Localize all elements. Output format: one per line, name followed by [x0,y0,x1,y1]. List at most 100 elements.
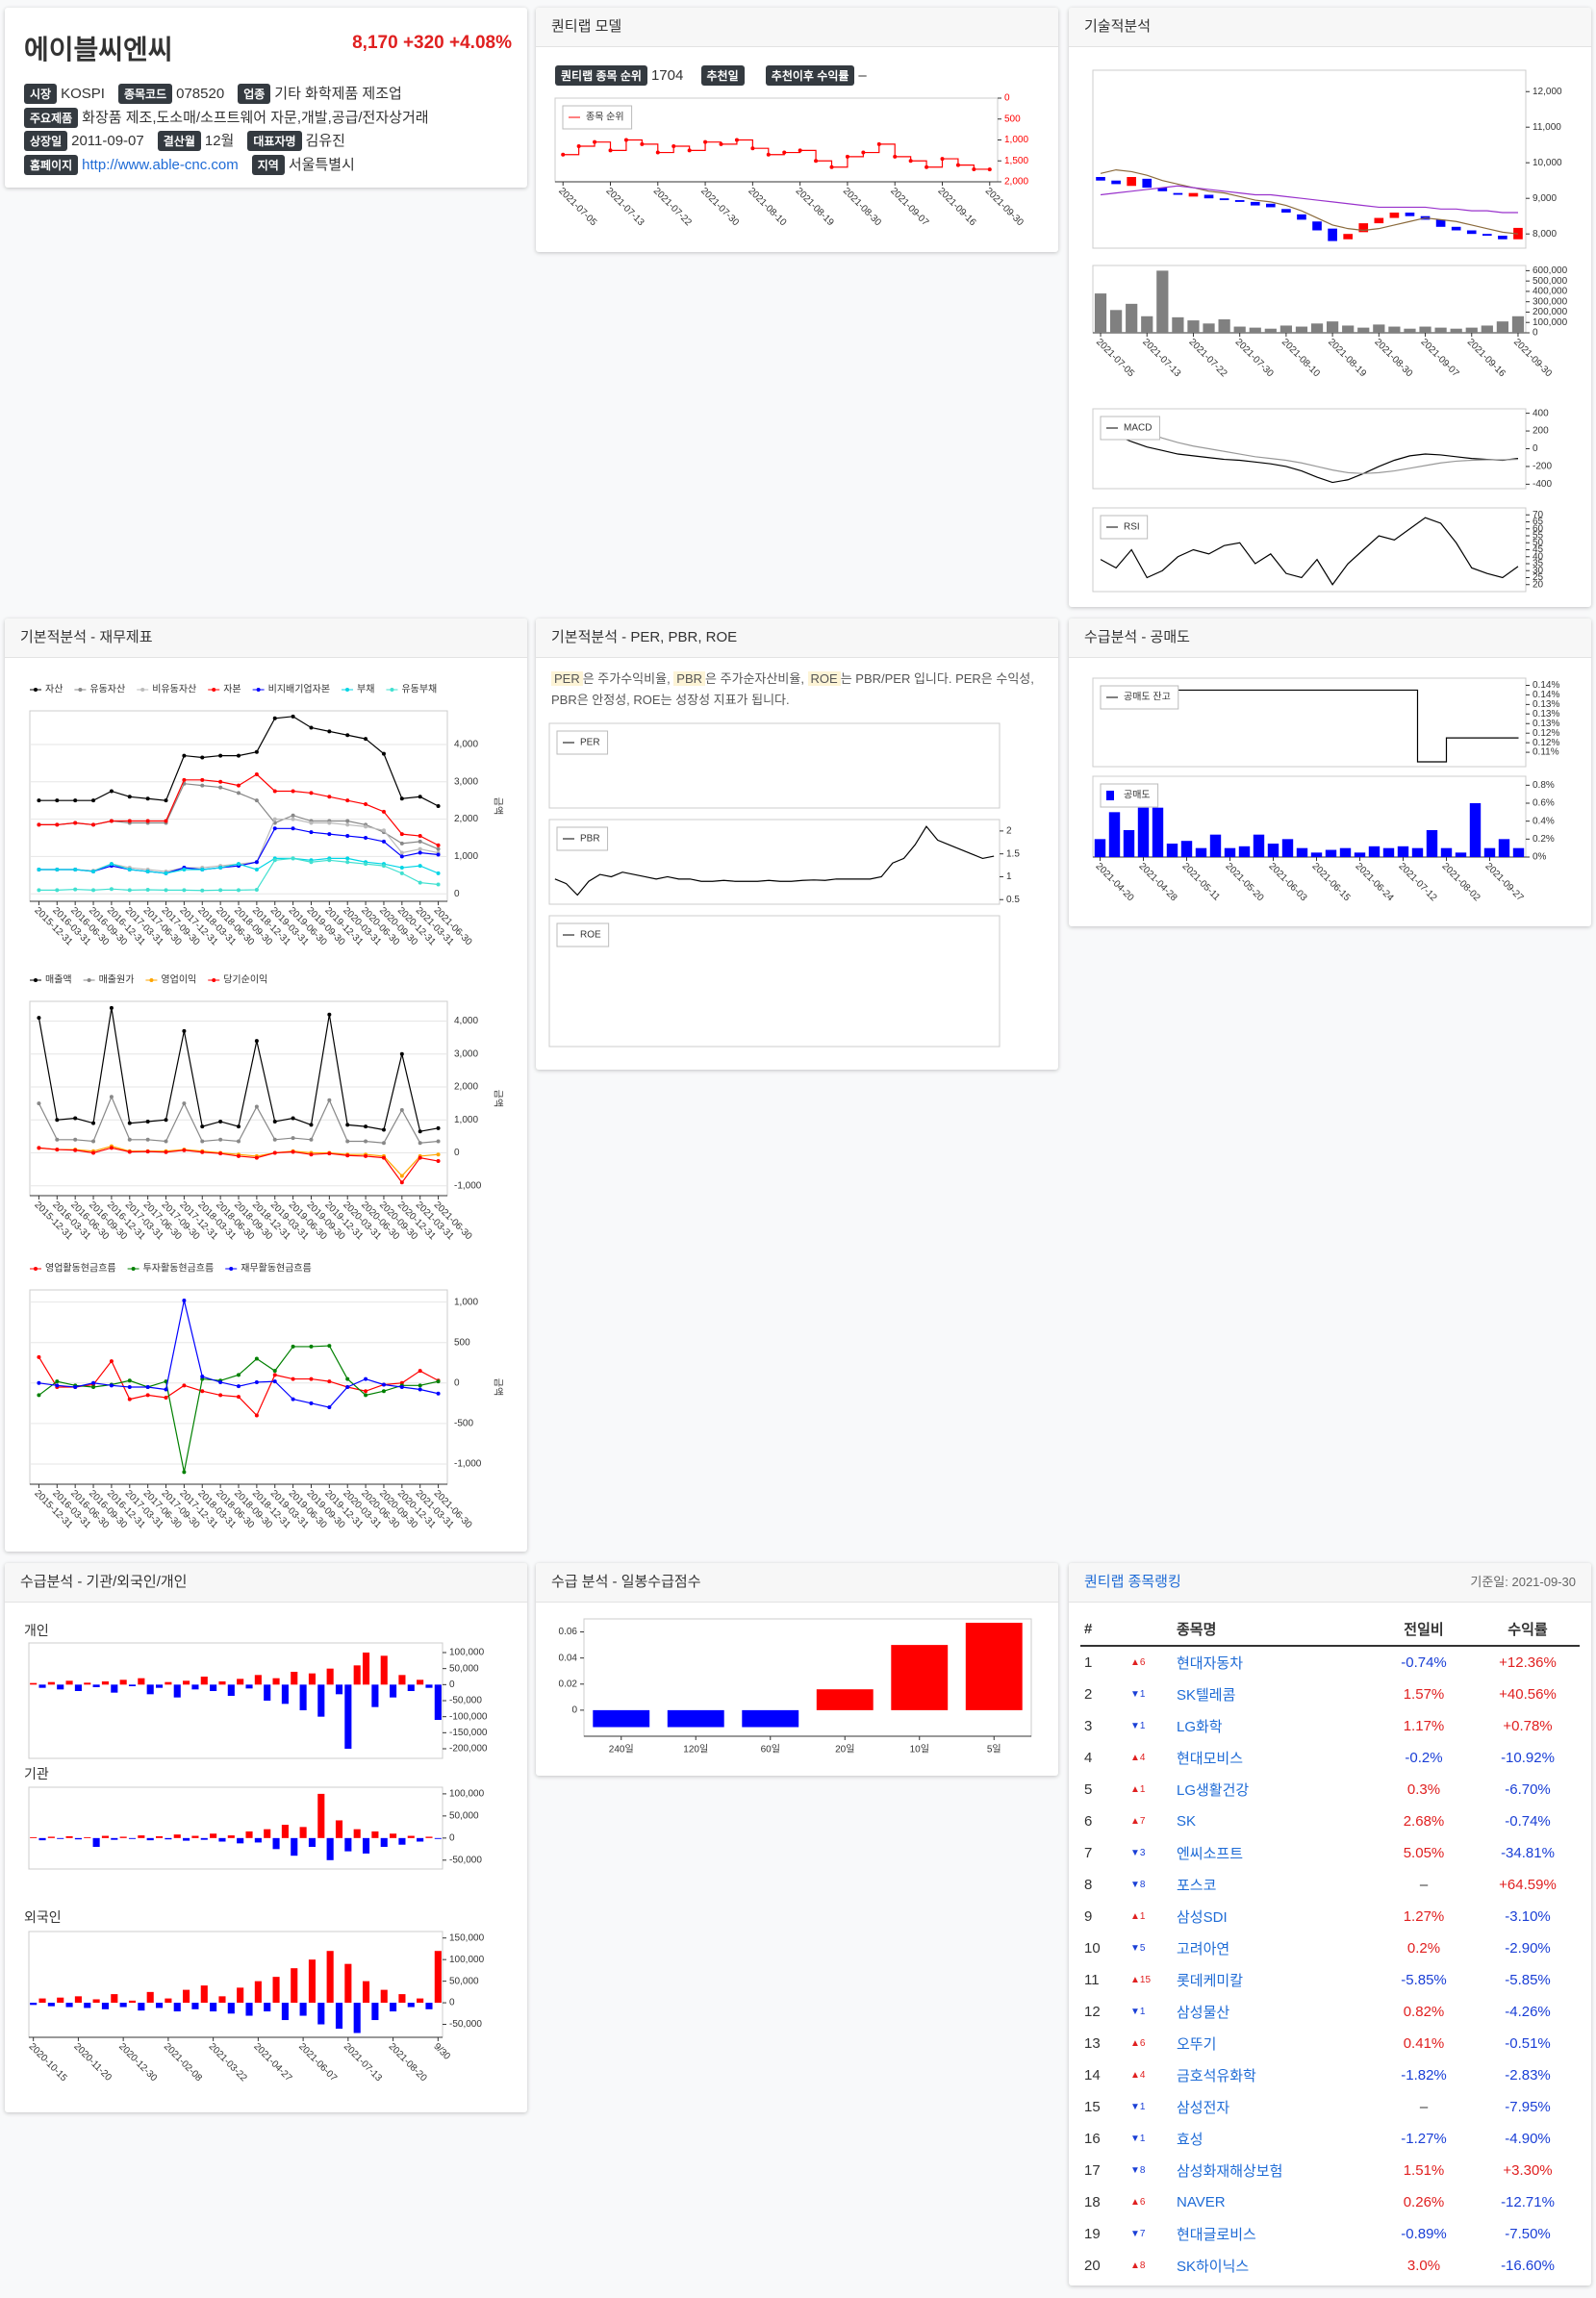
y-tick-label: 11,000 [1533,122,1561,133]
bar [1187,320,1200,333]
marker [37,1101,41,1106]
y-tick-label: 0.13% [1533,699,1559,710]
bar [165,1681,172,1685]
marker [309,1344,314,1349]
stock-cell: 삼성화재해상보험 [1173,2155,1372,2186]
marker [272,1369,277,1374]
marker [766,152,771,157]
stock-link[interactable]: NAVER [1177,2194,1226,2210]
bar [1279,325,1292,333]
bar [335,2003,343,2030]
marker [309,791,314,795]
stock-link[interactable]: 포스코 [1177,1878,1217,1894]
y-tick-label: 8,000 [1533,229,1557,240]
card-title: 퀀티랩 모델 [536,8,1058,47]
bar [155,2003,164,2008]
y-tick-label: 0.13% [1533,719,1559,729]
bar [227,1835,235,1838]
quantilab-summary: 퀀티랩 종목 순위 1704 추천일 추천이후 수익률 – [555,65,867,86]
bar [398,1994,406,2004]
homepage-link[interactable]: http://www.able-cnc.com [82,156,239,173]
stock-link[interactable]: LG화학 [1177,1719,1223,1735]
marker [254,1039,259,1044]
bar [1224,847,1236,857]
y-tick-label: 35 [1533,559,1544,569]
marker [109,1005,114,1010]
plot-frame [583,1618,1032,1737]
day-change: 1.51% [1403,2162,1445,2179]
x-tick-label: 2021-04-20 [1094,861,1136,903]
stock-link[interactable]: 롯데케미칼 [1177,1973,1244,1989]
marker [327,729,332,734]
stock-link[interactable]: SK텔레콤 [1177,1687,1236,1704]
y-tick-label: 30 [1533,566,1544,576]
stock-link[interactable]: 삼성SDI [1177,1909,1228,1926]
legend-swatch [78,688,83,692]
marker [345,819,350,823]
bar [47,2003,55,2007]
marker [91,822,96,827]
stock-link[interactable]: SK [1177,1813,1197,1830]
marker [164,1395,168,1400]
y-tick-label: 1,000 [454,851,478,862]
marker [309,821,314,825]
bar [165,1998,172,2004]
marker [127,868,132,871]
rank: 8 [1084,1877,1093,1893]
y-tick-label: 3,000 [454,1048,478,1059]
stock-link[interactable]: SK하이닉스 [1177,2259,1250,2275]
legend-swatch [212,978,216,982]
stock-link[interactable]: 효성 [1177,2132,1203,2148]
stock-link[interactable]: LG생활건강 [1177,1782,1250,1799]
stock-link[interactable]: 현대모비스 [1177,1751,1244,1767]
stock-link[interactable]: 현대자동차 [1177,1655,1244,1672]
marker [987,167,992,172]
legend-swatch [140,688,145,692]
y-tick-label: 500 [454,1337,470,1348]
cashflow-chart: -1,000-50005001,0002015-12-312016-03-312… [29,1262,503,1530]
marker [782,150,787,155]
marker [145,887,150,892]
change-pct: +4.08% [449,33,512,53]
marker [237,1395,241,1400]
bar [371,2003,379,2021]
bar [264,2003,271,2012]
ranking-row: 13 ▲6 오뚜기 0.41% -0.51% [1080,2028,1580,2059]
bar [1426,830,1438,857]
marker [37,1146,41,1150]
stock-link[interactable]: 금호석유화학 [1177,2068,1256,2084]
bar [417,1837,424,1842]
marker [182,1028,187,1033]
stock-link[interactable]: 삼성전자 [1177,2100,1230,2116]
y-tick-label: 1,500 [1004,156,1028,166]
bar [407,1684,415,1691]
stock-link[interactable]: 삼성물산 [1177,2005,1230,2021]
marker [345,1376,350,1381]
stock-link[interactable]: 오뚜기 [1177,2036,1217,2053]
marker [272,1119,277,1124]
x-tick-label: 2021-06-07 [296,2041,339,2083]
bar [128,1684,137,1686]
bar [245,1831,253,1838]
marker [73,1116,78,1121]
stock-link[interactable]: 엔씨소프트 [1177,1846,1244,1862]
stock-link[interactable]: 고려아연 [1177,1941,1230,1957]
marker [327,1379,332,1384]
rank: 16 [1084,2131,1101,2147]
marker [436,1391,441,1396]
marker [418,846,422,851]
marker [291,714,295,719]
marker [37,1354,41,1359]
y-tick-label: -500 [454,1419,473,1429]
marker [164,888,168,893]
bar [1249,327,1261,333]
stock-link[interactable]: 현대글로비스 [1177,2227,1256,2243]
bar [667,1709,724,1728]
marker [182,1470,187,1475]
short-balance-chart: 0.14%0.14%0.13%0.13%0.13%0.12%0.12%0.11%… [1092,677,1559,768]
ranking-title: 퀀티랩 종목랭킹 [1084,1574,1181,1590]
stock-link[interactable]: 삼성화재해상보험 [1177,2163,1283,2180]
marker [254,772,259,776]
marker [218,1393,223,1398]
col-header: 수익률 [1476,1613,1580,1647]
